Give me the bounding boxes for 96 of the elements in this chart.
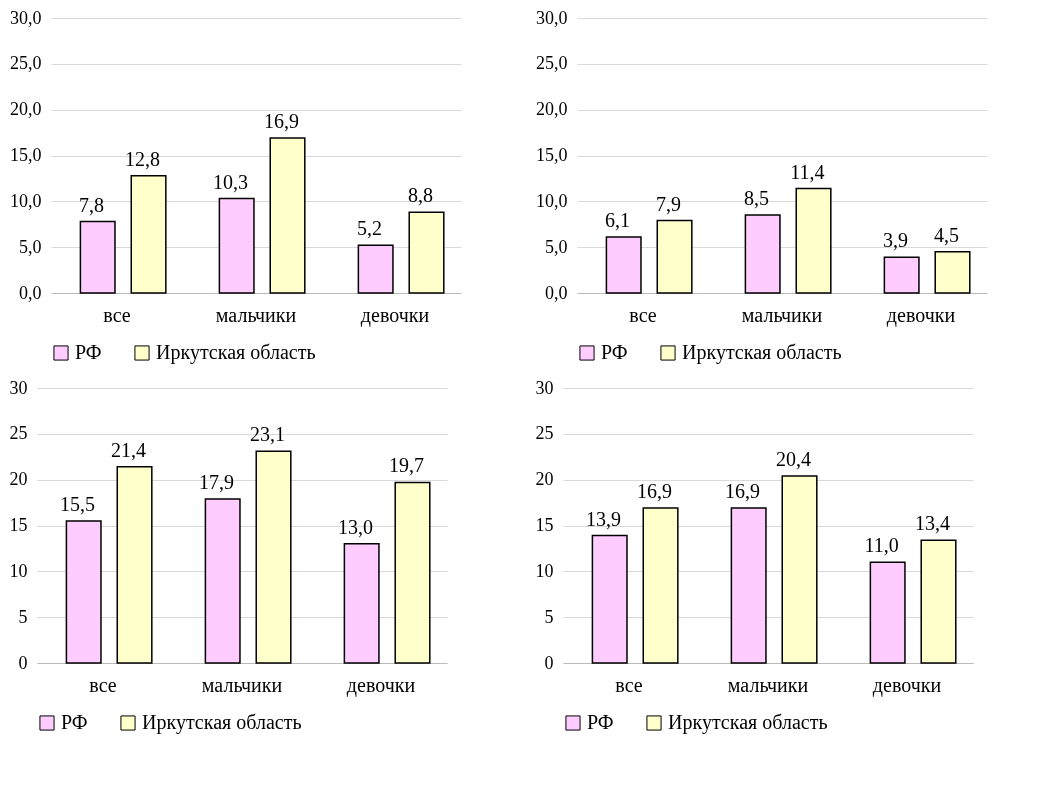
bar — [920, 539, 957, 664]
y-tick-label: 20 — [535, 469, 554, 490]
x-tick-label: девочки — [346, 673, 416, 697]
data-label: 13,4 — [914, 512, 950, 535]
bar — [642, 507, 679, 664]
bar — [883, 256, 920, 294]
bar — [218, 197, 255, 294]
data-label: 4,5 — [933, 223, 959, 246]
y-tick-label: 10,0 — [10, 190, 42, 211]
y-tick-label: 0,0 — [19, 282, 42, 303]
legend-label: РФ — [601, 341, 628, 363]
legend-label: Иркутская область — [682, 341, 842, 364]
bar — [656, 219, 693, 294]
bar — [130, 174, 167, 294]
y-tick-label: 15 — [9, 515, 28, 535]
data-label: 19,7 — [388, 454, 424, 477]
y-tick-label: 25 — [9, 423, 28, 444]
bar — [605, 236, 642, 294]
legend-label: Иркутская область — [142, 711, 302, 734]
x-tick-label: все — [615, 673, 643, 696]
y-tick-label: 0 — [18, 652, 28, 673]
data-label: 8,5 — [744, 187, 770, 210]
bar — [79, 220, 116, 294]
y-tick-label: 0,0 — [545, 282, 568, 303]
y-tick-label: 20 — [9, 469, 28, 490]
bar — [744, 214, 781, 294]
data-label: 23,1 — [249, 423, 285, 446]
bar — [343, 543, 380, 664]
y-tick-label: 5 — [18, 606, 28, 627]
y-tick-label: 30,0 — [10, 7, 42, 28]
bar — [730, 507, 767, 664]
bar — [357, 244, 394, 294]
bar — [116, 466, 153, 664]
data-label: 5,2 — [357, 217, 383, 240]
y-tick-label: 15 — [535, 515, 554, 535]
x-tick-label: мальчики — [727, 673, 809, 696]
y-tick-label: 5 — [544, 606, 554, 627]
x-tick-label: мальчики — [215, 303, 297, 326]
bar — [394, 481, 431, 664]
bar — [591, 534, 628, 664]
y-tick-label: 20,0 — [10, 99, 42, 120]
y-tick-label: 5,0 — [545, 236, 568, 257]
y-tick-label: 25,0 — [536, 53, 568, 74]
data-label: 16,9 — [263, 110, 299, 133]
legend-label: РФ — [75, 341, 102, 363]
data-label: 16,9 — [725, 480, 761, 503]
bar — [934, 251, 971, 294]
data-label: 10,3 — [213, 170, 249, 193]
data-label: 6,1 — [605, 209, 631, 232]
data-label: 11,0 — [864, 534, 899, 557]
x-tick-label: все — [89, 673, 117, 696]
data-label: 15,5 — [60, 492, 96, 515]
bar — [65, 520, 102, 664]
data-label: 11,4 — [790, 160, 825, 183]
y-tick-label: 10,0 — [536, 190, 568, 211]
y-tick-label: 25 — [535, 423, 554, 444]
bar — [255, 450, 292, 664]
data-label: 21,4 — [110, 438, 146, 461]
legend-label: РФ — [587, 711, 614, 733]
y-tick-label: 30 — [9, 377, 28, 398]
bar — [781, 475, 818, 664]
legend-label: Иркутская область — [156, 341, 316, 364]
y-tick-label: 20,0 — [536, 99, 568, 120]
y-tick-label: 30,0 — [536, 7, 568, 28]
data-label: 7,9 — [655, 192, 681, 215]
x-tick-label: девочки — [872, 673, 942, 697]
data-label: 13,9 — [586, 507, 622, 530]
y-tick-label: 25,0 — [10, 53, 42, 74]
bar — [269, 137, 306, 294]
bar — [408, 211, 445, 294]
bar — [869, 561, 906, 664]
y-tick-label: 30 — [535, 377, 554, 398]
y-tick-label: 10 — [9, 560, 28, 581]
data-label: 17,9 — [199, 470, 235, 493]
x-tick-label: мальчики — [741, 303, 823, 326]
y-tick-label: 0 — [544, 652, 554, 673]
data-label: 16,9 — [636, 480, 672, 503]
x-tick-label: девочки — [886, 303, 956, 327]
y-tick-label: 10 — [535, 560, 554, 581]
data-label: 13,0 — [338, 515, 374, 538]
bar — [204, 498, 241, 664]
y-tick-label: 5,0 — [19, 236, 42, 257]
data-label: 3,9 — [883, 229, 909, 252]
legend-label: РФ — [61, 711, 88, 733]
data-label: 8,8 — [407, 184, 433, 207]
bar — [795, 187, 832, 294]
y-tick-label: 15,0 — [10, 145, 42, 165]
data-label: 12,8 — [124, 147, 160, 170]
legend-label: Иркутская область — [668, 711, 828, 734]
y-tick-label: 15,0 — [536, 145, 568, 165]
x-tick-label: девочки — [360, 303, 430, 327]
data-label: 20,4 — [775, 448, 811, 470]
x-tick-label: все — [103, 303, 131, 326]
data-label: 7,8 — [79, 193, 105, 216]
x-tick-label: мальчики — [201, 673, 283, 696]
x-tick-label: все — [629, 303, 657, 326]
